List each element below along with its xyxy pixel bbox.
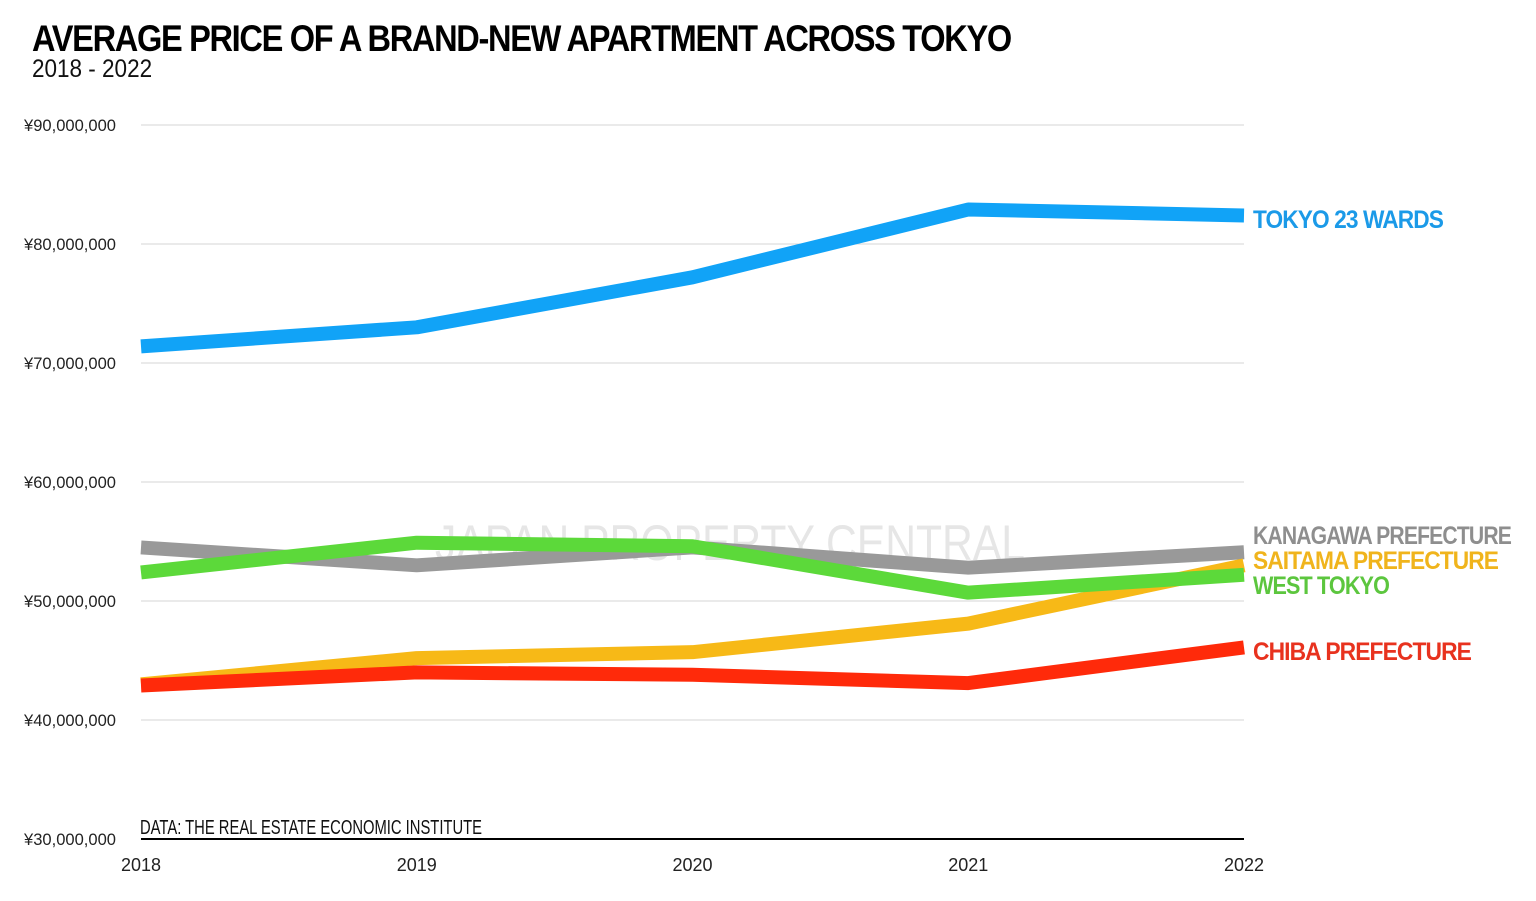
x-tick-label: 2019: [397, 855, 437, 875]
x-tick-label: 2022: [1224, 855, 1264, 875]
y-tick-label: ¥60,000,000: [23, 473, 116, 492]
chart-subtitle: 2018 - 2022: [32, 55, 153, 83]
series-label: WEST TOKYO: [1253, 572, 1389, 600]
y-tick-label: ¥80,000,000: [23, 235, 116, 254]
y-tick-label: ¥50,000,000: [23, 592, 116, 611]
x-tick-label: 2021: [948, 855, 988, 875]
y-tick-label: ¥40,000,000: [23, 711, 116, 730]
series-label: CHIBA PREFECTURE: [1253, 638, 1471, 666]
chart-title: AVERAGE PRICE OF A BRAND-NEW APARTMENT A…: [32, 18, 1012, 59]
source-note: DATA: THE REAL ESTATE ECONOMIC INSTITUTE: [140, 817, 482, 839]
series-label: KANAGAWA PREFECTURE: [1253, 522, 1511, 550]
x-tick-label: 2020: [672, 855, 712, 875]
y-tick-label: ¥70,000,000: [23, 354, 116, 373]
x-tick-label: 2018: [121, 855, 161, 875]
series-label: SAITAMA PREFECTURE: [1253, 547, 1498, 575]
series-label: TOKYO 23 WARDS: [1253, 206, 1443, 234]
y-tick-label: ¥90,000,000: [23, 116, 116, 135]
y-tick-label: ¥30,000,000: [23, 830, 116, 849]
series-line: [140, 202, 1245, 354]
